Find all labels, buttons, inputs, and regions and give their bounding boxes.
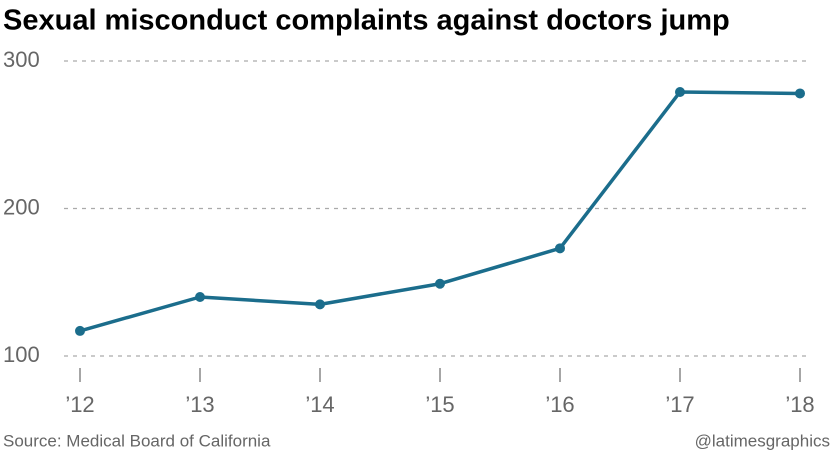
point [435, 278, 445, 289]
credit: @latimesgraphics [695, 431, 830, 450]
x-tick-label: ’16 [545, 392, 574, 417]
x-tick-label: ’14 [305, 392, 334, 417]
y-tick-label: 200 [3, 194, 40, 219]
x-tick-label: ’13 [185, 392, 214, 417]
chart-title: Sexual misconduct complaints against doc… [3, 5, 730, 37]
point [795, 88, 805, 99]
y-tick-label: 100 [3, 342, 40, 367]
line [79, 90, 801, 333]
point [315, 299, 325, 310]
point [555, 243, 565, 254]
source: Source: Medical Board of California [3, 431, 271, 450]
x-tick-label: ’15 [425, 392, 454, 417]
x-tick-label: ’18 [785, 392, 814, 417]
point [195, 292, 205, 302]
x-tick-label: ’12 [65, 392, 94, 417]
x-tick-label: ’17 [665, 392, 694, 417]
point [75, 325, 85, 336]
point [675, 86, 685, 97]
y-tick-label: 300 [3, 47, 40, 72]
